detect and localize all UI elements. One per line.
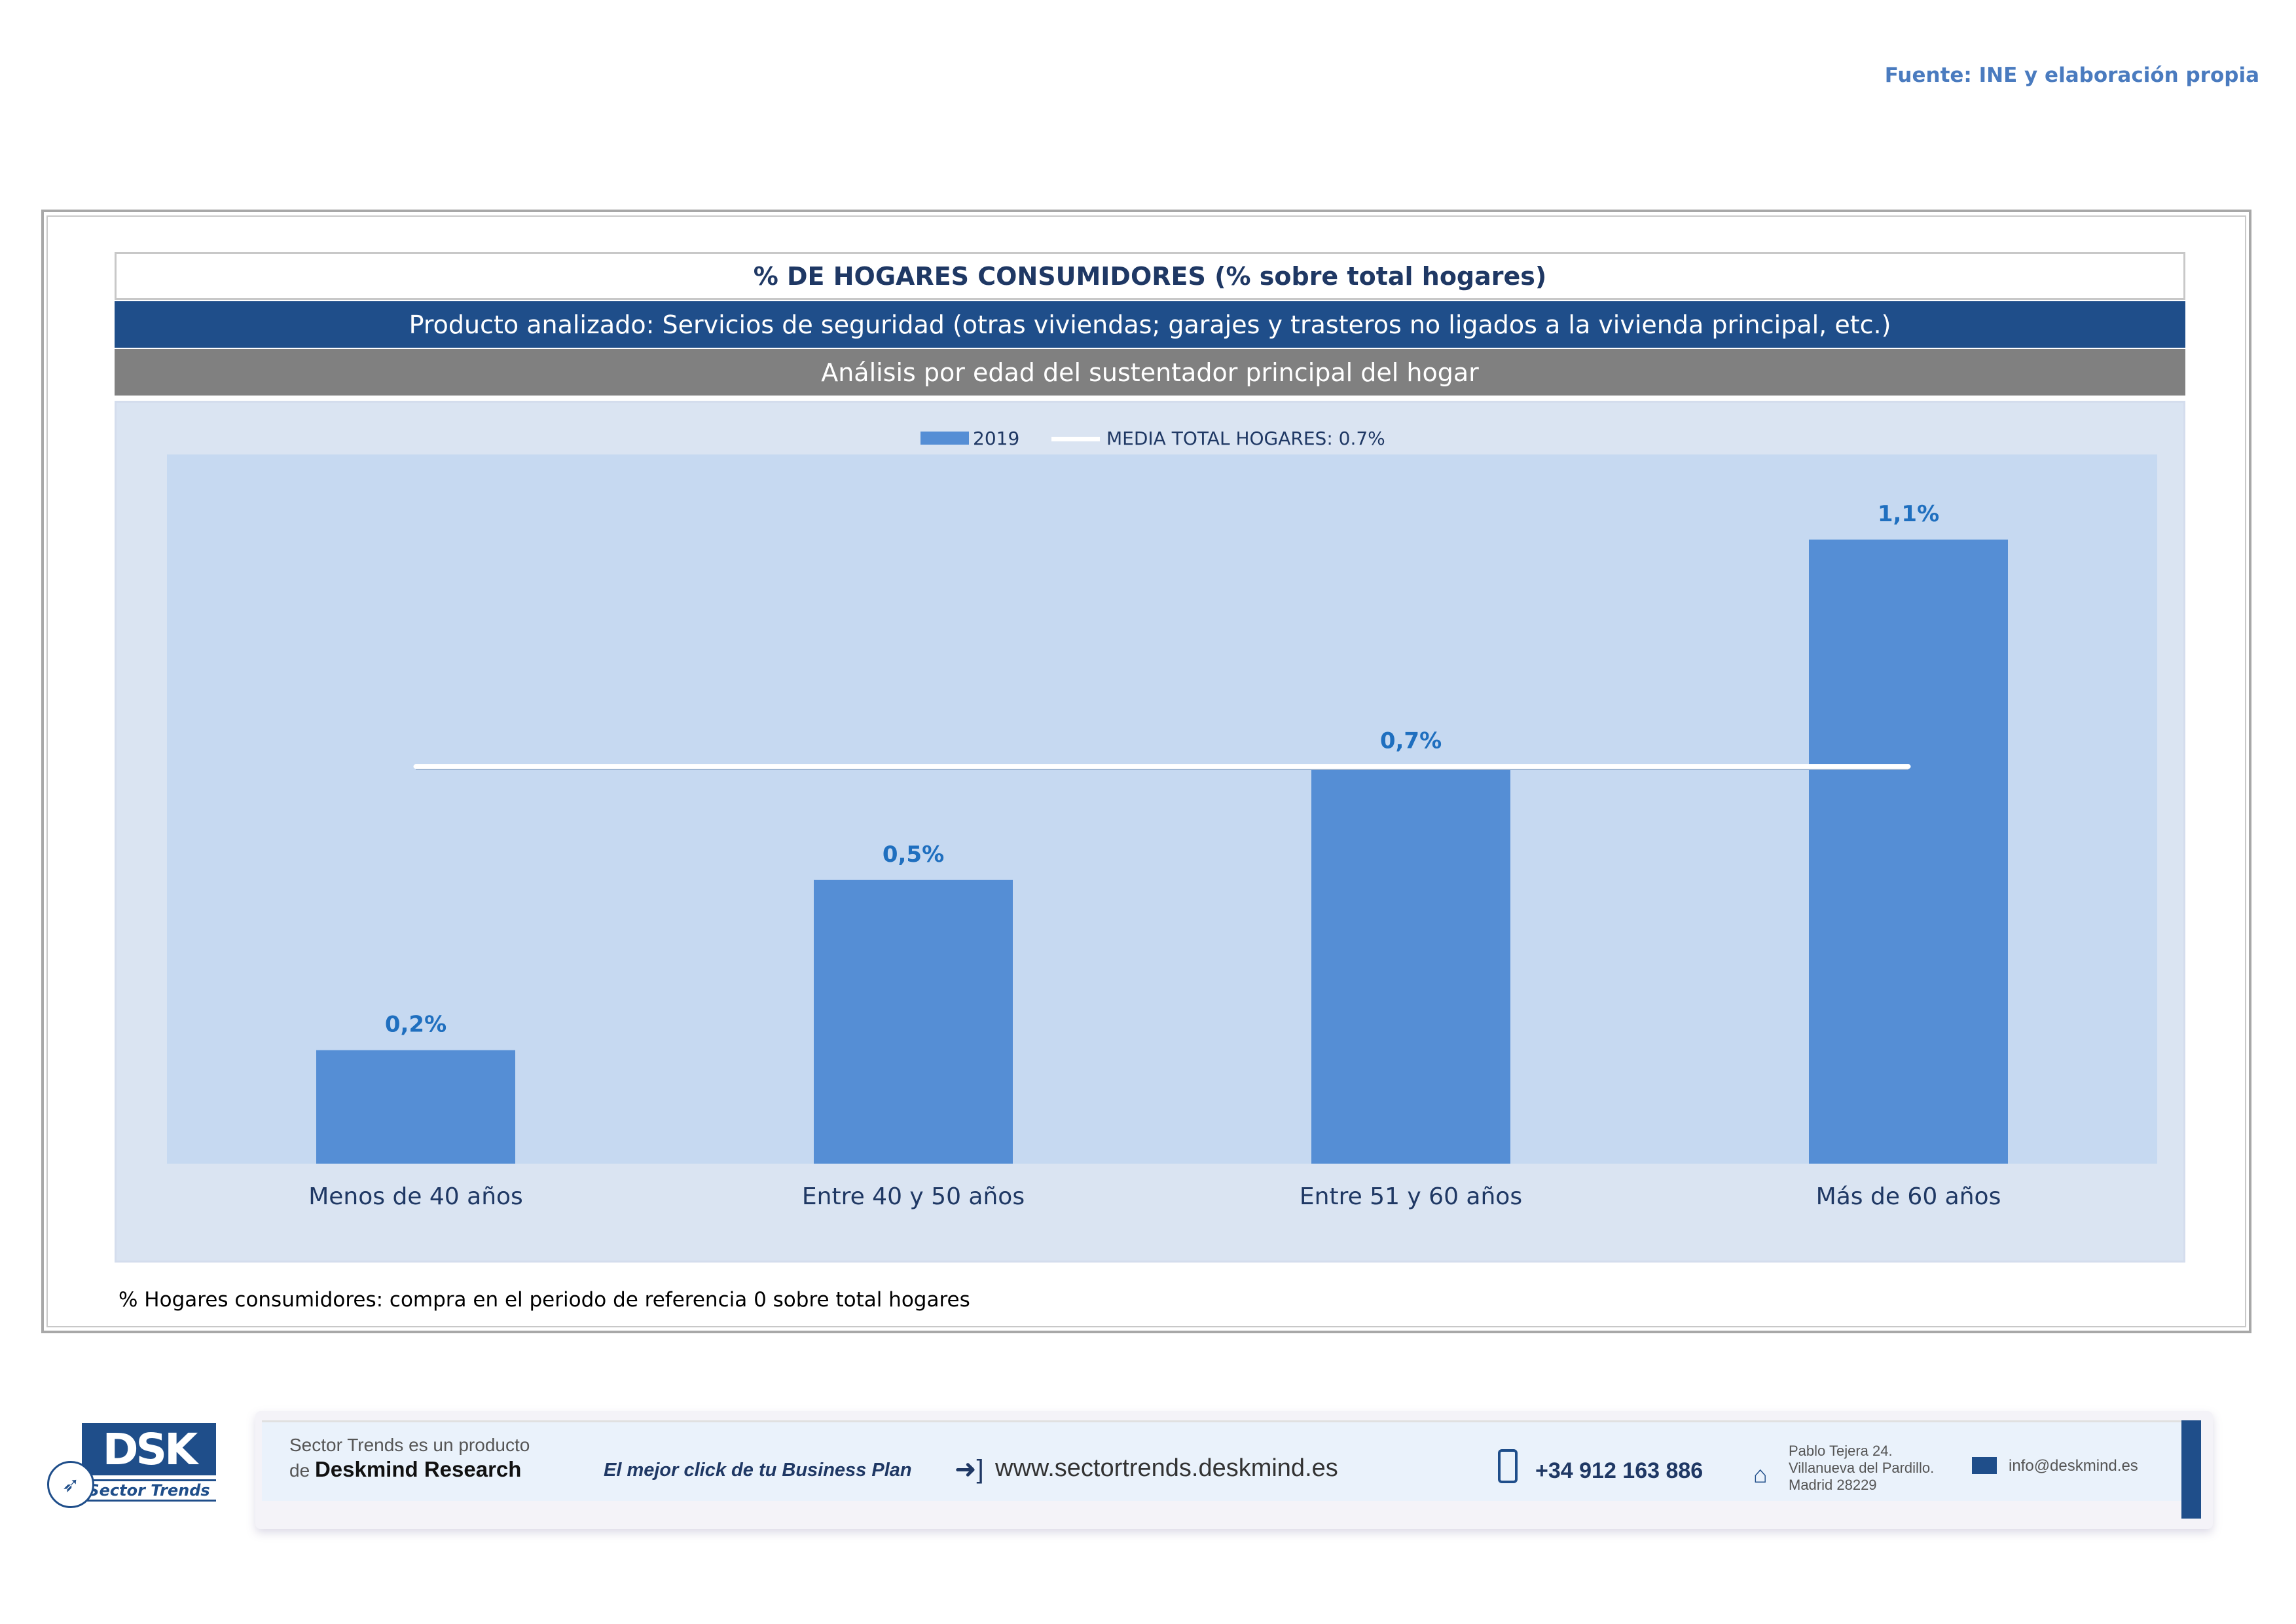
chart-container: 0,2% Menos de 40 años 0,5% Entre 40 y 50 añ… xyxy=(115,401,2185,1263)
data-label-1: 0,2% xyxy=(385,1012,446,1038)
deskmind-logo: DSK Sector Trends ➶ xyxy=(46,1423,219,1508)
product-line-2-prefix: de xyxy=(289,1460,310,1481)
bar-4 xyxy=(1809,539,2008,1164)
chart-title: % DE HOGARES CONSUMIDORES (% sobre total… xyxy=(115,252,2185,300)
address-line: Madrid 28229 xyxy=(1789,1477,1877,1493)
analysis-banner: Análisis por edad del sustentador princi… xyxy=(115,349,2185,396)
legend-swatch-2019 xyxy=(920,432,969,445)
product-banner: Producto analizado: Servicios de segurid… xyxy=(115,301,2185,348)
email-link[interactable]: info@deskmind.es xyxy=(2009,1457,2138,1475)
phone-number[interactable]: +34 912 163 886 xyxy=(1535,1458,1704,1483)
address: Pablo Tejera 24. Villanueva del Pardillo… xyxy=(1789,1443,1934,1494)
home-icon: ⌂ xyxy=(1753,1461,1768,1488)
mail-icon xyxy=(1972,1457,1997,1474)
bar-3 xyxy=(1311,766,1510,1164)
bar-1 xyxy=(316,1050,515,1164)
bar-2 xyxy=(814,879,1013,1164)
data-label-3: 0,7% xyxy=(1380,728,1442,754)
slogan: El mejor click de tu Business Plan xyxy=(604,1460,912,1481)
category-label-4: Más de 60 años xyxy=(1816,1183,2001,1210)
address-line: Pablo Tejera 24. xyxy=(1789,1443,1893,1459)
website-link[interactable]: www.sectortrends.deskmind.es xyxy=(995,1454,1338,1482)
product-line-1: Sector Trends es un producto xyxy=(289,1435,530,1455)
phone-icon xyxy=(1498,1449,1518,1483)
banner-accent xyxy=(2181,1420,2201,1519)
legend-label-average: MEDIA TOTAL HOGARES: 0.7% xyxy=(1106,428,1385,449)
definition-note: % Hogares consumidores: compra en el per… xyxy=(118,1288,970,1312)
source-note: Fuente: INE y elaboración propia xyxy=(1884,64,2259,87)
contact-banner: Sector Trends es un producto de Deskmind… xyxy=(255,1411,2213,1529)
banner-strip xyxy=(262,1420,2193,1501)
logo-subtitle: Sector Trends xyxy=(82,1479,216,1502)
footer: DSK Sector Trends ➶ Sector Trends es un … xyxy=(0,1395,2296,1552)
report-frame xyxy=(41,210,2251,1333)
legend-label-2019: 2019 xyxy=(973,428,1019,449)
category-label-3: Entre 51 y 60 años xyxy=(1300,1183,1522,1210)
bar-chart: 0,2% Menos de 40 años 0,5% Entre 40 y 50 añ… xyxy=(167,428,2157,1210)
address-line: Villanueva del Pardillo. xyxy=(1789,1460,1935,1476)
logo-box: DSK xyxy=(82,1423,216,1475)
arrow-right-icon: ➜] xyxy=(955,1455,984,1484)
report-frame-inner xyxy=(46,215,2246,1327)
rocket-icon: ➶ xyxy=(47,1461,94,1508)
data-label-4: 1,1% xyxy=(1878,501,1939,527)
category-label-2: Entre 40 y 50 años xyxy=(802,1183,1025,1210)
brand-name: Deskmind Research xyxy=(314,1457,522,1481)
legend-swatch-average xyxy=(1051,437,1100,441)
data-label-2: 0,5% xyxy=(883,841,944,868)
category-label-1: Menos de 40 años xyxy=(308,1183,523,1210)
product-line-2: de Deskmind Research xyxy=(289,1457,521,1482)
